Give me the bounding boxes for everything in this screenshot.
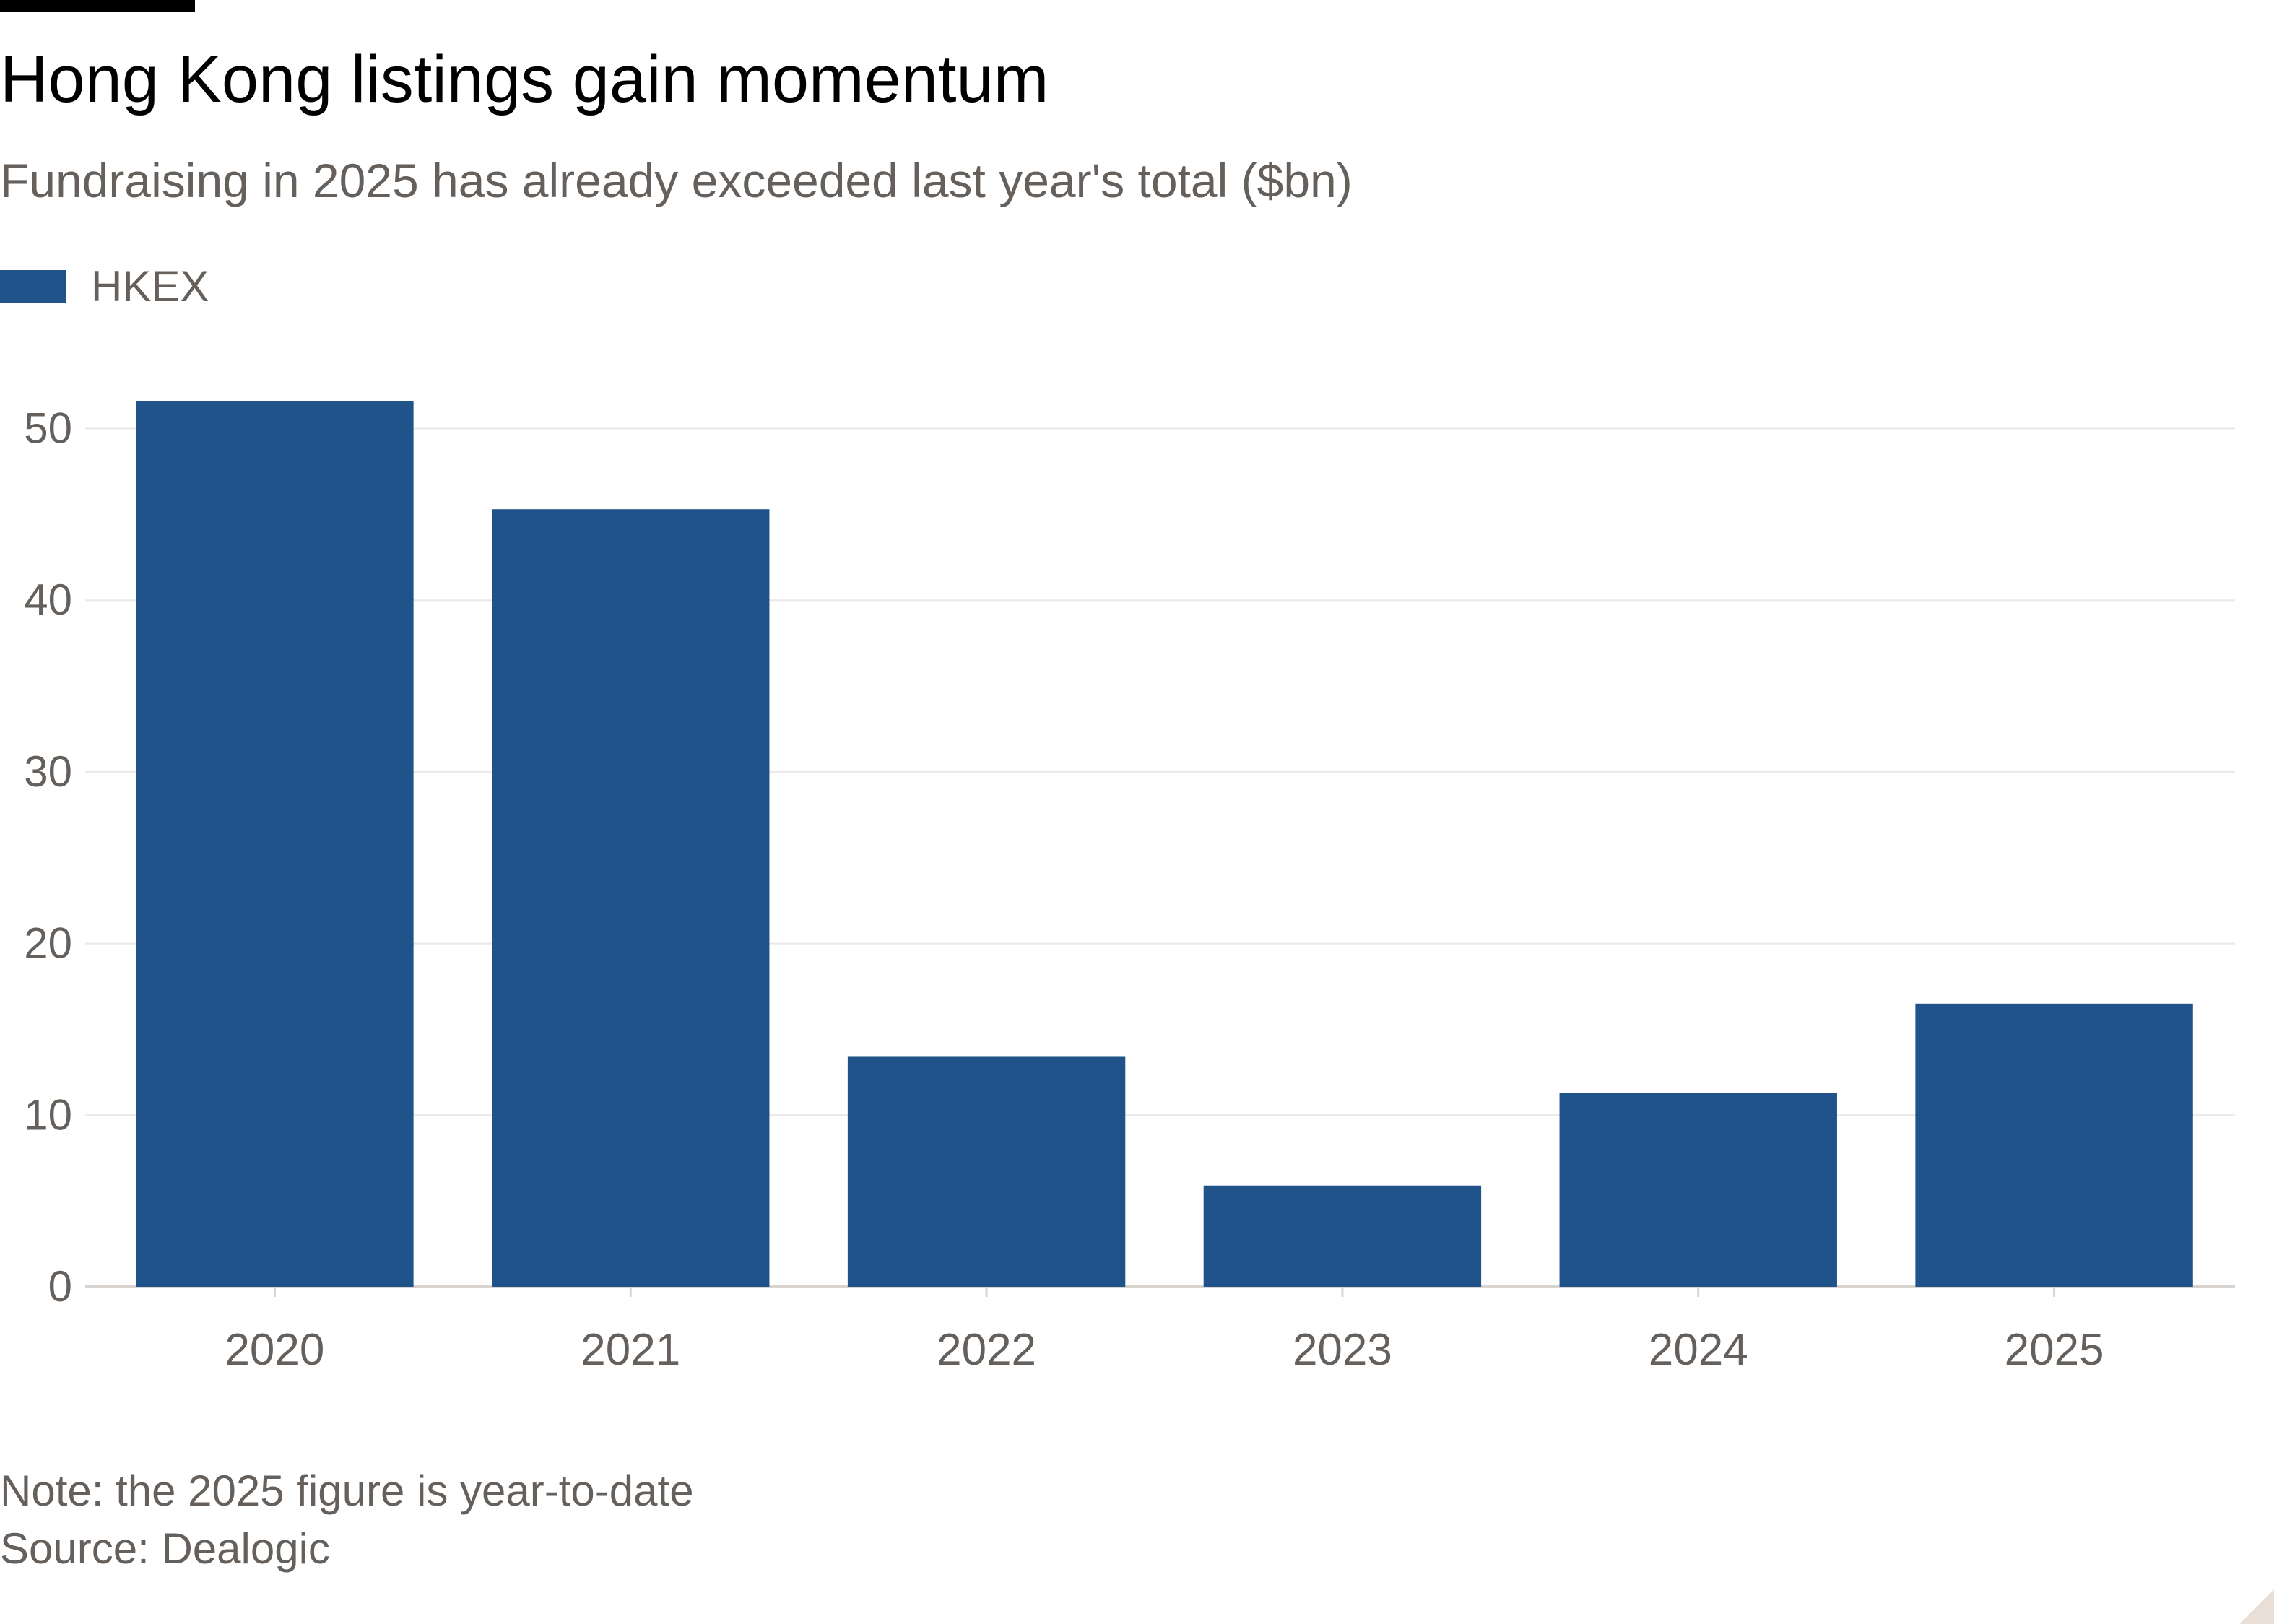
y-tick-label: 0	[48, 1262, 72, 1311]
bar-2022	[847, 1056, 1126, 1287]
x-tick-label: 2020	[225, 1325, 324, 1375]
legend-swatch-hkex	[0, 269, 66, 303]
x-tick-label: 2025	[2005, 1325, 2104, 1375]
top-rule	[0, 0, 195, 12]
bar-2024	[1559, 1093, 1837, 1287]
x-tick-label: 2022	[937, 1325, 1036, 1375]
y-tick-label: 50	[24, 404, 72, 453]
chart-subtitle: Fundraising in 2025 has already exceeded…	[0, 154, 1353, 207]
x-tick-label: 2021	[581, 1325, 680, 1375]
gridlines	[85, 427, 2235, 1288]
legend: HKEX	[0, 261, 209, 311]
x-tick-label: 2024	[1649, 1325, 1748, 1375]
chart-title: Hong Kong listings gain momentum	[0, 43, 1049, 116]
bar-2025	[1915, 1003, 2193, 1287]
y-axis: 0 10 20 30 40 50	[24, 404, 72, 1311]
y-tick-label: 20	[24, 919, 72, 968]
bar-2020	[136, 401, 414, 1287]
x-axis: 2020 2021 2022 2023 2024 2025	[225, 1287, 2104, 1375]
legend-label-hkex: HKEX	[91, 262, 209, 311]
x-tick-label: 2023	[1293, 1325, 1392, 1375]
y-tick-label: 30	[24, 747, 72, 796]
y-tick-label: 10	[24, 1090, 72, 1139]
footnote: Note: the 2025 figure is year-to-date	[0, 1467, 694, 1515]
bar-2021	[492, 509, 770, 1287]
bar-2023	[1203, 1185, 1482, 1287]
source-note: Source: Dealogic	[0, 1524, 330, 1573]
y-tick-label: 40	[24, 576, 72, 624]
corner-fold	[2239, 1589, 2274, 1624]
bars	[136, 401, 2193, 1287]
bar-chart: 0 10 20 30 40 50 2020 2021 2022 2023 2024 2025	[24, 401, 2235, 1375]
